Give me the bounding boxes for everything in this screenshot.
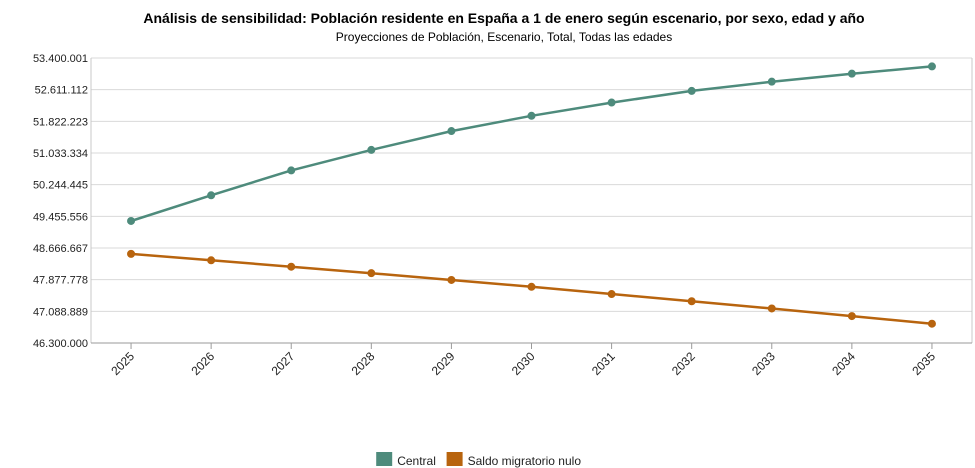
series-layer [127, 62, 936, 328]
data-point[interactable] [207, 256, 216, 265]
x-tick-label: 2025 [108, 349, 137, 378]
x-tick-label: 2026 [188, 349, 217, 378]
data-point[interactable] [127, 249, 136, 258]
x-tick-label: 2027 [269, 349, 298, 378]
y-tick-label: 50.244.445 [33, 180, 88, 192]
x-tick-label: 2033 [749, 349, 778, 378]
data-point[interactable] [927, 62, 936, 71]
legend-swatch [446, 452, 463, 466]
y-tick-label: 52.611.112 [35, 85, 88, 97]
chart-subtitle: Proyecciones de Población, Escenario, To… [336, 30, 672, 44]
x-tick-label: 2030 [509, 349, 538, 378]
data-point[interactable] [287, 166, 296, 175]
legend[interactable]: Central Saldo migratorio nulo [376, 452, 581, 468]
legend-item[interactable]: Central [376, 452, 436, 468]
y-tick-label: 47.088.889 [33, 306, 88, 318]
x-tick-label: 2031 [589, 349, 618, 378]
data-point[interactable] [367, 145, 376, 154]
data-point[interactable] [767, 304, 776, 313]
legend-label: Saldo migratorio nulo [468, 454, 582, 468]
data-point[interactable] [527, 111, 536, 120]
data-point[interactable] [927, 319, 936, 328]
y-tick-label: 51.033.334 [33, 148, 88, 160]
data-point[interactable] [287, 262, 296, 271]
data-point[interactable] [207, 191, 216, 200]
legend-label: Central [397, 454, 436, 468]
data-point[interactable] [847, 312, 856, 321]
y-tick-label: 47.877.778 [33, 275, 88, 287]
data-point[interactable] [127, 216, 136, 225]
data-point[interactable] [687, 86, 696, 95]
y-tick-label: 53.400.001 [33, 53, 88, 65]
series-0 [127, 62, 936, 225]
data-point[interactable] [607, 98, 616, 107]
data-point[interactable] [687, 297, 696, 306]
y-tick-label: 46.300.000 [33, 338, 88, 350]
y-tick-label: 49.455.556 [33, 211, 88, 223]
x-tick-label: 2029 [429, 349, 458, 378]
x-tick-label: 2034 [829, 349, 858, 378]
series-1 [127, 249, 936, 328]
data-point[interactable] [447, 275, 456, 284]
x-tick-label: 2032 [669, 349, 698, 378]
data-point[interactable] [527, 282, 536, 291]
data-point[interactable] [767, 77, 776, 86]
data-point[interactable] [847, 69, 856, 78]
x-tick-label: 2035 [909, 349, 938, 378]
legend-item[interactable]: Saldo migratorio nulo [446, 452, 582, 468]
x-tick-label: 2028 [349, 349, 378, 378]
grid-layer [91, 57, 972, 344]
legend-swatch [376, 452, 393, 466]
chart-title: Análisis de sensibilidad: Población resi… [143, 10, 864, 26]
data-point[interactable] [367, 269, 376, 278]
y-tick-label: 51.822.223 [33, 116, 88, 128]
y-tick-label: 48.666.667 [33, 243, 88, 255]
data-point[interactable] [447, 127, 456, 136]
axis-layer: 46.300.000 47.088.889 47.877.778 48.666.667… [33, 53, 973, 378]
data-point[interactable] [607, 290, 616, 299]
